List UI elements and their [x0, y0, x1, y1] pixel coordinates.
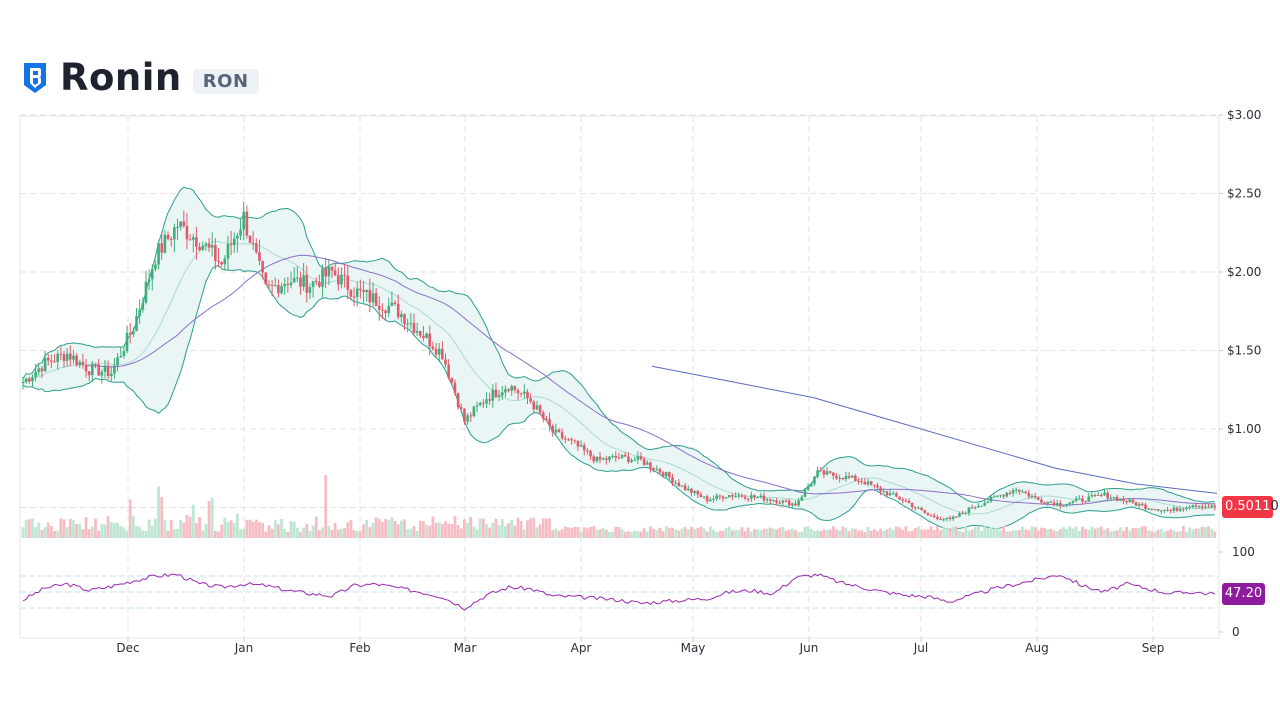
rsi-axis-label: 100 — [1232, 545, 1255, 559]
time-axis-label: Apr — [571, 641, 592, 655]
bollinger-upper-line — [22, 186, 1215, 503]
volume-bars — [21, 475, 1217, 538]
asset-header: Ronin RON — [22, 56, 259, 100]
rsi-axis-label: 0 — [1232, 625, 1240, 639]
time-axis-label: Sep — [1142, 641, 1165, 655]
rsi-pane — [22, 573, 1216, 611]
time-axis-label: Jul — [913, 641, 928, 655]
time-axis-label: Dec — [116, 641, 139, 655]
chart-grid — [19, 114, 1220, 639]
last-price-value: 0.5011 — [1225, 499, 1271, 514]
ma200-line — [651, 365, 1218, 494]
bollinger-bands — [22, 186, 1215, 531]
last-price-overflow: 0 — [1270, 499, 1279, 514]
price-axis-label: $2.50 — [1227, 187, 1261, 201]
time-axis-label: Mar — [454, 641, 477, 655]
ronin-shield-icon — [24, 63, 46, 93]
chart-axes: $3.00 $2.50 $2.00 $1.50 $1.00 100 0 Dec Jan Feb Ma… — [20, 108, 1261, 655]
asset-ticker-badge: RON — [192, 68, 259, 94]
ma50-line — [85, 254, 1215, 506]
time-axis-label: Feb — [349, 641, 370, 655]
time-axis-label: Jan — [234, 641, 254, 655]
time-axis-label: Jun — [799, 641, 819, 655]
price-axis-label: $1.50 — [1227, 344, 1261, 358]
price-axis-label: $2.00 — [1227, 265, 1261, 279]
last-price-tag: 0.50110 — [1222, 496, 1279, 518]
rsi-line — [22, 573, 1216, 611]
price-axis-label: $1.00 — [1227, 422, 1261, 436]
candlesticks — [21, 201, 1217, 522]
bollinger-lower-line — [22, 265, 1215, 531]
price-axis-label: $3.00 — [1227, 108, 1261, 122]
moving-averages — [85, 254, 1218, 506]
rsi-value-tag: 47.20 — [1222, 583, 1265, 605]
time-axis-label: Aug — [1025, 641, 1048, 655]
time-axis-label: May — [681, 641, 706, 655]
asset-title: Ronin — [60, 56, 182, 99]
